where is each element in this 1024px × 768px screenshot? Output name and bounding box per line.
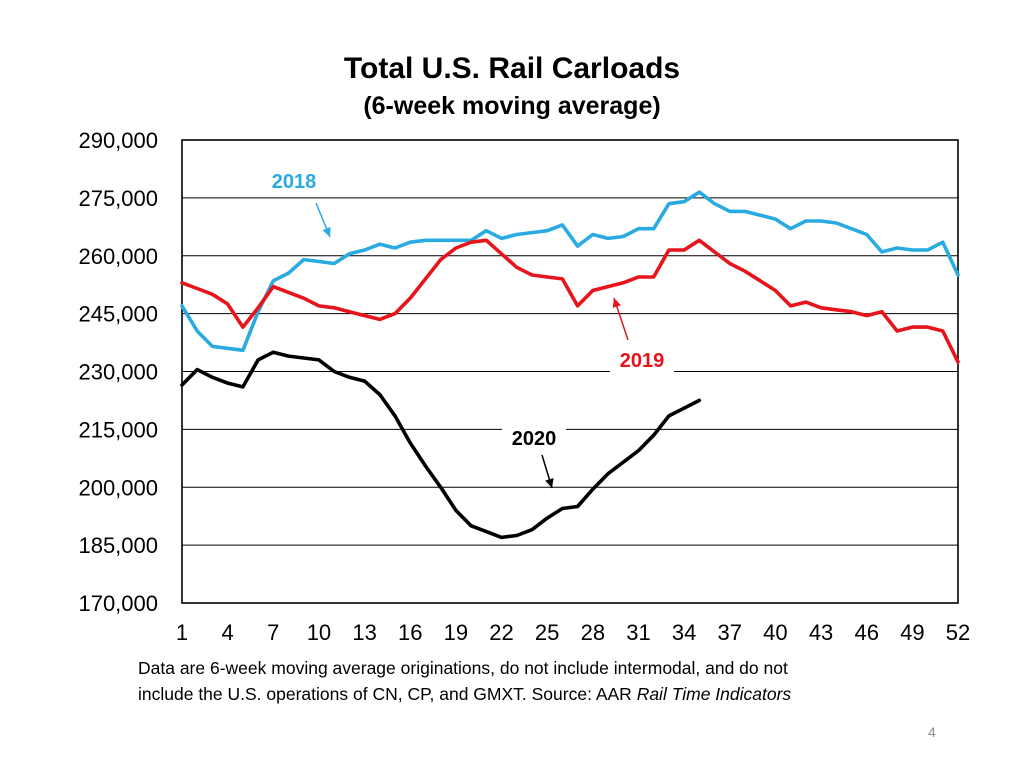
annotation-bg: [610, 348, 674, 374]
x-tick-label: 43: [809, 620, 833, 645]
x-tick-label: 46: [854, 620, 878, 645]
x-tick-label: 25: [535, 620, 559, 645]
series-line-2019: [180, 238, 960, 364]
annotation-2018: 2018: [272, 171, 317, 193]
annotation-bg: [502, 426, 566, 452]
series-line-2018: [180, 190, 960, 353]
annotation-2019: 2019: [620, 350, 665, 372]
chart-subtitle: (6-week moving average): [363, 92, 661, 120]
footnote-text: include the U.S. operations of CN, CP, a…: [138, 684, 637, 704]
annotation-arrowhead-2020: [545, 478, 554, 488]
y-tick-label: 215,000: [78, 417, 158, 442]
x-tick-label: 22: [489, 620, 513, 645]
annotation-arrowhead-2018: [322, 227, 331, 237]
y-tick-label: 230,000: [78, 360, 158, 385]
y-tick-label: 245,000: [78, 302, 158, 327]
annotation-bg: [262, 169, 326, 195]
x-tick-label: 16: [398, 620, 422, 645]
footnote-source-title: Rail Time Indicators: [636, 684, 792, 704]
x-tick-label: 34: [672, 620, 696, 645]
y-tick-label: 290,000: [78, 128, 158, 153]
annotation-2020: 2020: [512, 428, 557, 450]
x-tick-label: 52: [946, 620, 970, 645]
footnote-line-2: include the U.S. operations of CN, CP, a…: [138, 684, 791, 705]
plot-area: [181, 139, 959, 604]
x-tick-label: 10: [307, 620, 331, 645]
x-tick-label: 31: [626, 620, 650, 645]
x-tick-label: 4: [222, 620, 234, 645]
annotation-arrowhead-2019: [612, 298, 621, 308]
page-number: 4: [928, 724, 936, 740]
footnote-line-1: Data are 6-week moving average originati…: [138, 658, 788, 678]
y-tick-label: 170,000: [78, 591, 158, 616]
series-line-2020: [180, 350, 702, 540]
chart-title: Total U.S. Rail Carloads: [343, 52, 681, 85]
y-tick-label: 185,000: [78, 533, 158, 558]
x-tick-label: 40: [763, 620, 787, 645]
x-tick-label: 7: [267, 620, 279, 645]
y-tick-label: 260,000: [78, 244, 158, 269]
x-tick-label: 19: [444, 620, 468, 645]
x-tick-label: 1: [176, 620, 188, 645]
x-tick-label: 13: [352, 620, 376, 645]
y-tick-label: 200,000: [78, 475, 158, 500]
y-tick-label: 275,000: [78, 186, 158, 211]
x-tick-label: 28: [581, 620, 605, 645]
x-tick-label: 37: [718, 620, 742, 645]
x-tick-label: 49: [900, 620, 924, 645]
line-chart: 170,000 185,000 200,000 215,000 230,000 245,0…: [78, 128, 970, 645]
